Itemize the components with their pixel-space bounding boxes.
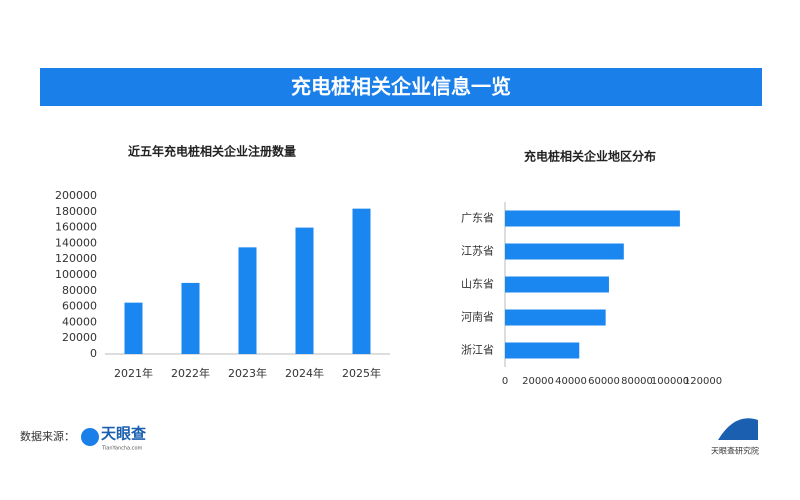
banner bbox=[40, 68, 762, 106]
y-tick-label: 160000 bbox=[55, 221, 97, 234]
x-tick-label: 80000 bbox=[621, 376, 653, 387]
y-tick-label: 浙江省 bbox=[461, 344, 494, 357]
x-tick-label: 40000 bbox=[555, 376, 587, 387]
y-tick-label: 100000 bbox=[55, 268, 97, 281]
bar bbox=[505, 309, 606, 326]
x-tick-label: 2024年 bbox=[285, 366, 324, 380]
source-logo: 天眼查 bbox=[101, 425, 147, 443]
chart-title: 近五年充电桩相关企业注册数量 bbox=[128, 144, 296, 159]
bar bbox=[181, 282, 200, 354]
brand-icon bbox=[718, 418, 758, 440]
y-tick-label: 80000 bbox=[62, 284, 97, 297]
source-label: 数据来源： bbox=[20, 429, 75, 443]
y-tick-label: 广东省 bbox=[461, 212, 494, 225]
source-url: TianYancha.com bbox=[101, 446, 143, 452]
x-tick-label: 2022年 bbox=[171, 366, 210, 380]
x-tick-label: 2025年 bbox=[342, 366, 381, 380]
x-tick-label: 2023年 bbox=[228, 366, 267, 380]
brand: 天眼查研究院 bbox=[711, 446, 759, 456]
x-tick-label: 120000 bbox=[684, 376, 722, 387]
y-tick-label: 120000 bbox=[55, 252, 97, 265]
y-tick-label: 江苏省 bbox=[461, 245, 494, 258]
x-tick-label: 100000 bbox=[651, 376, 689, 387]
y-tick-label: 40000 bbox=[62, 315, 97, 328]
bar bbox=[505, 342, 580, 359]
y-tick-label: 180000 bbox=[55, 205, 97, 218]
bar bbox=[505, 210, 680, 227]
x-tick-label: 2021年 bbox=[114, 366, 153, 380]
bar bbox=[295, 227, 314, 354]
y-tick-label: 200000 bbox=[55, 189, 97, 202]
y-tick-label: 140000 bbox=[55, 236, 97, 249]
chart-title: 充电桩相关企业地区分布 bbox=[524, 149, 656, 164]
y-tick-label: 20000 bbox=[62, 331, 97, 344]
y-tick-label: 河南省 bbox=[461, 311, 494, 324]
logo-icon bbox=[81, 428, 99, 446]
x-tick-label: 20000 bbox=[522, 376, 554, 387]
y-tick-label: 60000 bbox=[62, 300, 97, 313]
bar bbox=[352, 208, 371, 354]
banner-title: 充电桩相关企业信息一览 bbox=[291, 75, 511, 99]
y-tick-label: 0 bbox=[90, 347, 97, 360]
bar bbox=[505, 243, 624, 260]
x-tick-label: 0 bbox=[502, 376, 508, 387]
y-tick-label: 山东省 bbox=[461, 278, 494, 291]
bar bbox=[238, 247, 257, 354]
x-tick-label: 60000 bbox=[588, 376, 620, 387]
bar bbox=[505, 276, 609, 293]
bar bbox=[124, 302, 143, 354]
